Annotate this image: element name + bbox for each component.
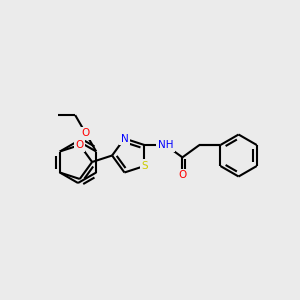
Text: S: S	[141, 161, 148, 171]
Text: O: O	[82, 128, 90, 138]
Text: NH: NH	[158, 140, 173, 150]
Text: O: O	[76, 140, 84, 150]
Text: N: N	[121, 134, 128, 143]
Text: O: O	[178, 170, 187, 180]
